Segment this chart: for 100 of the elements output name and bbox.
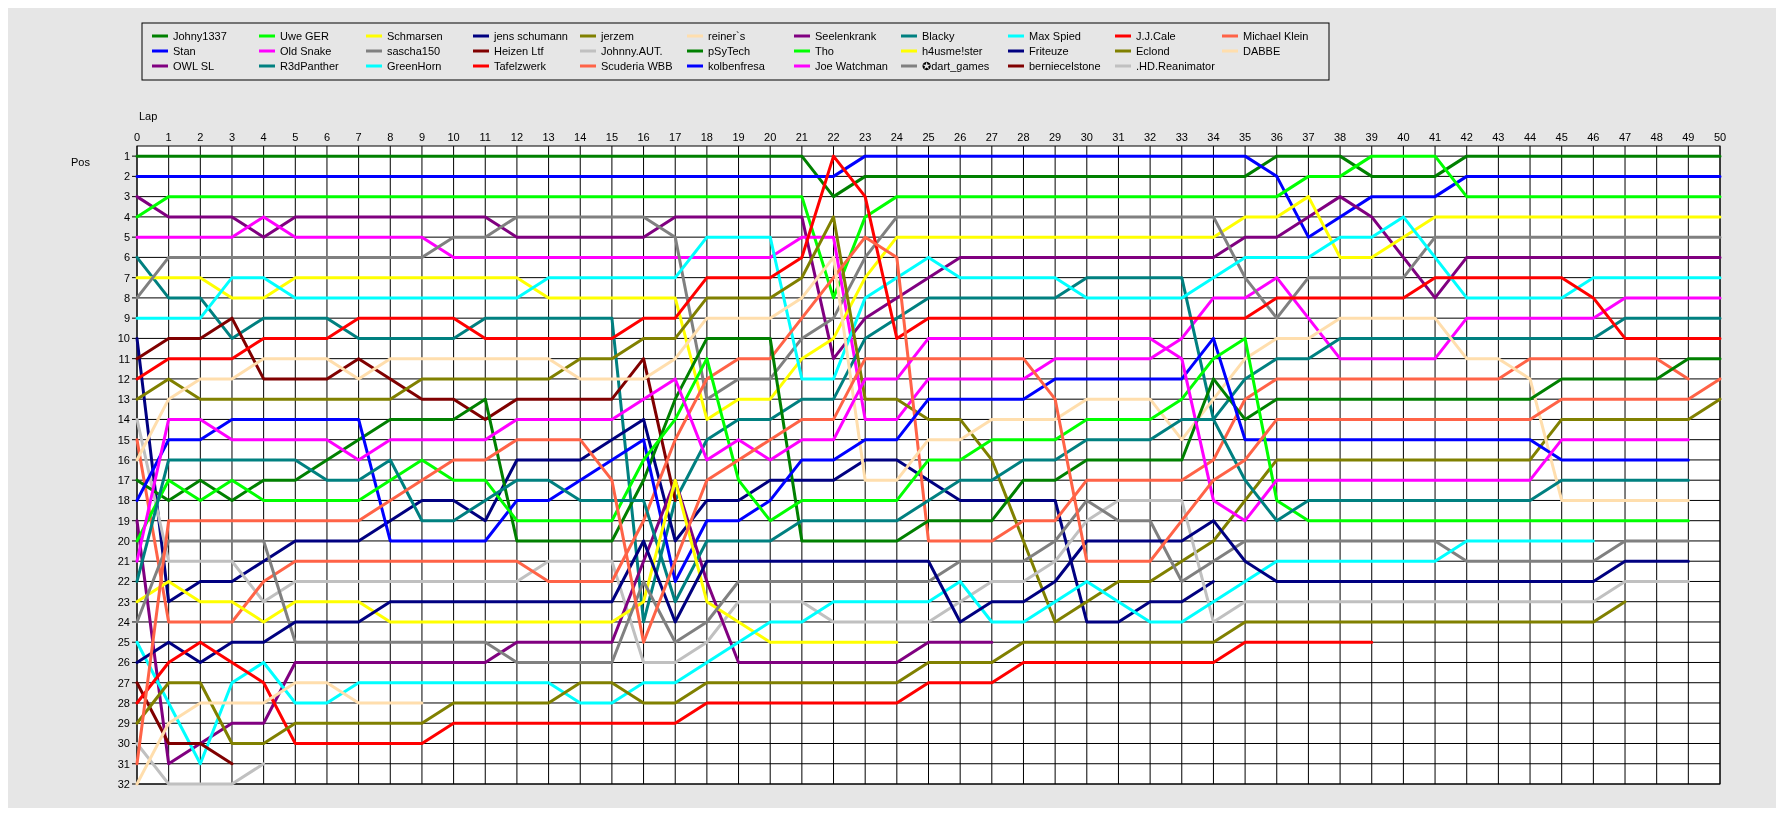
legend-label: Old Snake <box>280 44 332 57</box>
x-tick-label: 39 <box>1365 131 1378 143</box>
y-tick-label: 17 <box>117 474 130 487</box>
x-tick-label: 44 <box>1523 131 1537 143</box>
legend-label: R3dPanther <box>280 59 340 72</box>
x-tick-label: 1 <box>165 131 172 143</box>
y-tick-label: 11 <box>118 352 130 365</box>
legend-label: Stan <box>173 44 196 57</box>
x-tick-label: 33 <box>1175 131 1188 143</box>
y-tick-label: 2 <box>123 170 130 183</box>
y-tick-label: 22 <box>117 575 130 588</box>
y-tick-label: 12 <box>117 372 130 385</box>
y-tick-label: 24 <box>117 615 130 628</box>
y-tick-label: 6 <box>123 251 130 264</box>
y-tick-label: 19 <box>117 514 130 527</box>
y-tick-label: 26 <box>117 656 130 669</box>
y-tick-label: 18 <box>117 494 130 507</box>
legend-label: Eclond <box>1136 44 1170 57</box>
legend-label: J.J.Cale <box>1136 29 1176 42</box>
x-tick-label: 30 <box>1080 131 1093 143</box>
x-tick-label: 5 <box>292 131 299 143</box>
legend-label: Johnny.AUT. <box>601 44 663 57</box>
legend-label: Johny1337 <box>173 29 227 42</box>
legend-label: Joe Watchman <box>815 59 888 72</box>
x-tick-label: 13 <box>542 131 555 143</box>
x-axis-title: Lap <box>139 110 158 122</box>
x-tick-label: 2 <box>197 131 204 143</box>
y-tick-label: 3 <box>123 190 130 203</box>
x-tick-label: 18 <box>700 131 714 143</box>
x-tick-label: 29 <box>1049 131 1062 143</box>
x-tick-label: 14 <box>574 131 587 143</box>
legend-label: sascha150 <box>387 44 441 57</box>
y-tick-label: 14 <box>117 413 130 426</box>
x-tick-label: 27 <box>985 131 998 143</box>
x-tick-label: 32 <box>1143 131 1157 143</box>
legend-label: Blacky <box>922 29 955 42</box>
y-tick-label: 23 <box>117 595 130 608</box>
y-tick-label: 25 <box>117 636 130 649</box>
x-tick-label: 7 <box>355 131 362 143</box>
y-axis-title: Pos <box>71 156 91 168</box>
y-tick-label: 15 <box>117 433 130 446</box>
y-tick-label: 29 <box>117 717 130 730</box>
x-tick-label: 22 <box>827 131 840 143</box>
x-tick-label: 25 <box>922 131 935 143</box>
x-tick-label: 41 <box>1428 131 1442 143</box>
x-tick-label: 19 <box>732 131 745 143</box>
x-tick-label: 10 <box>447 131 460 143</box>
y-tick-label: 27 <box>117 676 130 689</box>
y-tick-label: 8 <box>123 291 130 304</box>
x-tick-label: 4 <box>260 131 267 143</box>
legend-label: OWL SL <box>173 59 215 72</box>
x-tick-label: 42 <box>1460 131 1473 143</box>
x-tick-label: 38 <box>1333 131 1347 143</box>
y-tick-label: 28 <box>117 696 130 709</box>
y-tick-label: 16 <box>117 453 130 466</box>
legend-label: jens schumann <box>493 29 568 42</box>
x-tick-label: 17 <box>669 131 682 143</box>
x-tick-label: 35 <box>1238 131 1252 143</box>
legend-label: jerzem <box>600 29 635 42</box>
y-tick-label: 9 <box>123 312 130 325</box>
legend-label: reiner`s <box>708 29 746 42</box>
legend-label: Tho <box>815 44 834 57</box>
x-tick-label: 9 <box>418 131 425 143</box>
y-tick-label: 7 <box>123 271 130 284</box>
x-tick-label: 50 <box>1713 131 1727 143</box>
legend-label: Scuderia WBB <box>601 59 673 72</box>
y-tick-label: 21 <box>117 555 130 568</box>
x-tick-label: 0 <box>133 131 141 143</box>
legend-label: Friteuze <box>1029 44 1069 57</box>
legend-label: Michael Klein <box>1243 29 1309 42</box>
x-tick-label: 28 <box>1017 131 1030 143</box>
legend-label: .HD.Reanimator <box>1136 59 1216 72</box>
legend-label: Heizen Ltf <box>494 44 545 57</box>
x-tick-label: 37 <box>1302 131 1315 143</box>
x-tick-label: 45 <box>1555 131 1568 143</box>
y-tick-label: 13 <box>117 393 130 406</box>
legend-label: ✪dart_games <box>922 59 990 72</box>
x-tick-label: 47 <box>1618 131 1632 143</box>
legend-label: Schmarsen <box>387 29 443 42</box>
x-tick-label: 34 <box>1207 131 1220 143</box>
x-tick-label: 24 <box>890 131 903 143</box>
legend-label: pSyTech <box>708 44 751 57</box>
x-tick-label: 23 <box>859 131 872 143</box>
legend-label: kolbenfresa <box>708 59 766 72</box>
x-tick-label: 26 <box>954 131 967 143</box>
x-tick-label: 48 <box>1650 131 1663 143</box>
x-tick-label: 20 <box>764 131 777 143</box>
legend-label: Seelenkrank <box>815 29 877 42</box>
y-tick-label: 20 <box>117 534 130 547</box>
legend-label: Max Spied <box>1029 29 1081 42</box>
x-tick-label: 36 <box>1270 131 1283 143</box>
y-tick-label: 32 <box>117 777 130 790</box>
legend-label: berniecelstone <box>1029 59 1101 72</box>
y-tick-label: 4 <box>123 210 130 223</box>
y-tick-label: 30 <box>117 737 130 750</box>
x-tick-label: 12 <box>510 131 524 143</box>
x-tick-label: 3 <box>228 131 236 143</box>
x-tick-label: 31 <box>1112 131 1125 143</box>
x-tick-label: 49 <box>1682 131 1695 143</box>
y-tick-label: 10 <box>117 332 130 345</box>
